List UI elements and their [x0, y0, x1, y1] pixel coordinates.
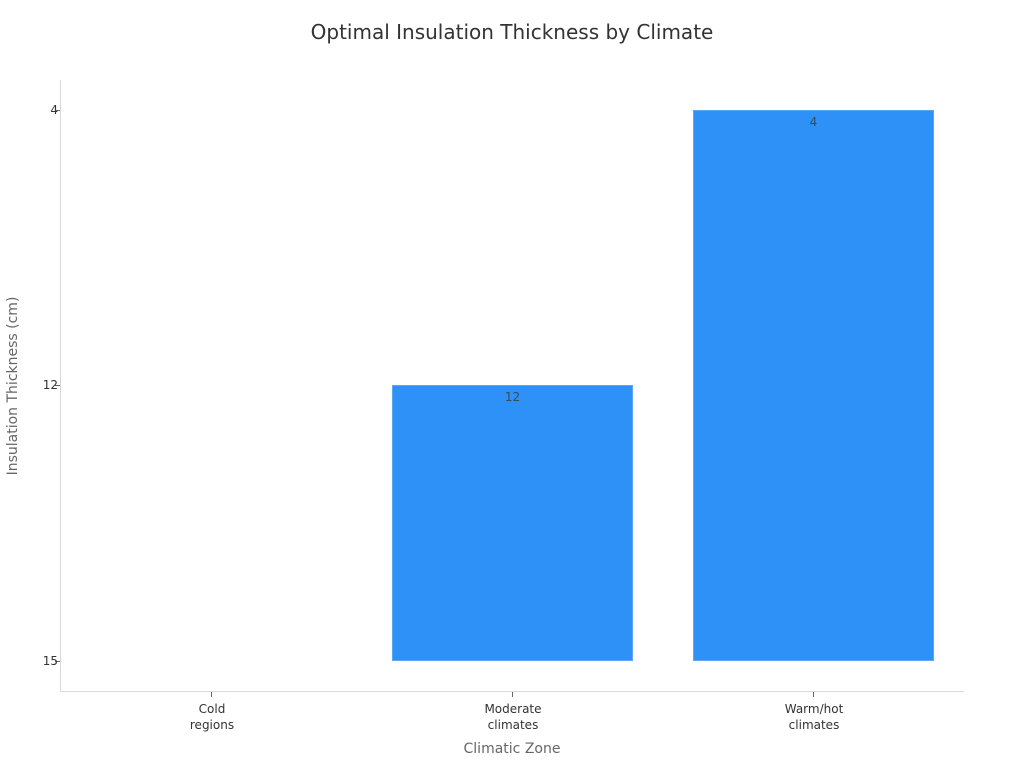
y-tick-label: 12	[42, 378, 58, 392]
x-tick-mark	[813, 692, 814, 697]
bar-moderate-climates[interactable]: 12	[392, 385, 633, 661]
x-tick-label: Cold regions	[189, 702, 235, 732]
y-tick-label: 4	[50, 103, 58, 117]
x-tick-label: Warm/hot climates	[784, 702, 844, 732]
x-tick-mark	[512, 692, 513, 697]
x-axis-title: Climatic Zone	[463, 741, 561, 757]
bar-value-label: 4	[809, 115, 818, 129]
x-tick-mark	[211, 692, 212, 697]
x-axis-line	[60, 691, 964, 692]
y-axis-line	[60, 80, 61, 692]
chart-title: Optimal Insulation Thickness by Climate	[310, 20, 714, 44]
y-axis-title: Insulation Thickness (cm)	[5, 296, 21, 476]
y-tick-mark	[55, 385, 60, 386]
bar-value-label: 12	[504, 390, 521, 404]
y-tick-mark	[55, 661, 60, 662]
bar-warm-hot-climates[interactable]: 4	[693, 110, 934, 661]
y-tick-mark	[55, 110, 60, 111]
y-tick-label: 15	[42, 654, 58, 668]
x-tick-label: Moderate climates	[484, 702, 542, 732]
